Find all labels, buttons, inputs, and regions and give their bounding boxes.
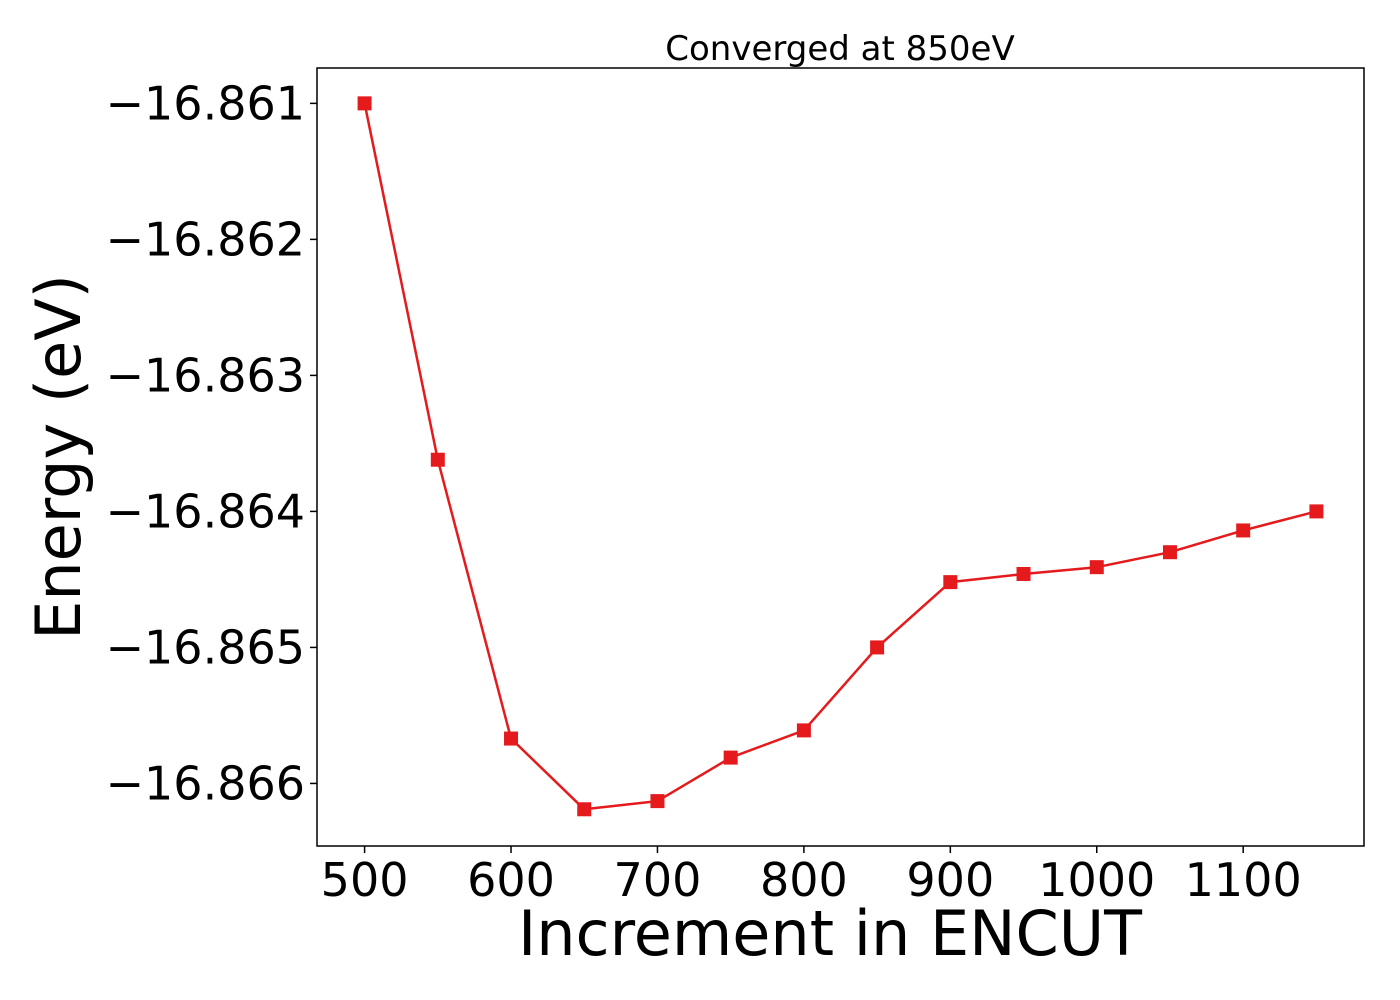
y-tick-label: −16.863 <box>106 348 306 402</box>
x-tick-label: 800 <box>760 853 848 907</box>
x-axis-ticks: 500 600 700 800 900 1000 1100 <box>321 846 1302 907</box>
data-point-marker <box>577 802 592 817</box>
x-axis-label: Increment in ENCUT <box>518 897 1143 970</box>
x-tick-label: 1100 <box>1185 853 1302 907</box>
x-tick-label: 500 <box>321 853 409 907</box>
y-tick-label: −16.865 <box>106 620 306 674</box>
data-point-marker <box>504 731 519 746</box>
data-point-marker <box>1236 523 1251 538</box>
data-point-marker <box>723 750 738 765</box>
y-tick-label: −16.866 <box>106 756 306 810</box>
data-point-marker <box>796 723 811 738</box>
data-point-marker <box>943 575 958 590</box>
x-tick-label: 700 <box>614 853 702 907</box>
y-axis-ticks: −16.861 −16.862 −16.863 −16.864 −16.865 −16.8… <box>106 76 317 810</box>
x-tick-label: 900 <box>906 853 994 907</box>
x-tick-label: 1000 <box>1038 853 1155 907</box>
y-tick-label: −16.862 <box>106 212 306 266</box>
data-point-marker <box>870 640 885 655</box>
x-tick-label: 600 <box>467 853 555 907</box>
plot-area-frame <box>316 67 1365 847</box>
series-line <box>363 103 1317 811</box>
y-tick-label: −16.864 <box>106 484 306 538</box>
data-point-marker <box>650 794 665 809</box>
data-point-marker <box>1309 504 1324 519</box>
chart-title: Converged at 850eV <box>665 29 1014 69</box>
y-axis-label: Energy (eV) <box>22 274 95 640</box>
data-point-marker <box>1016 566 1031 581</box>
data-point-marker <box>357 96 372 111</box>
data-point-marker <box>430 452 445 467</box>
data-point-marker <box>1089 560 1104 575</box>
series-layer <box>357 96 1324 817</box>
y-tick-label: −16.861 <box>106 76 306 130</box>
data-point-marker <box>1162 545 1177 560</box>
